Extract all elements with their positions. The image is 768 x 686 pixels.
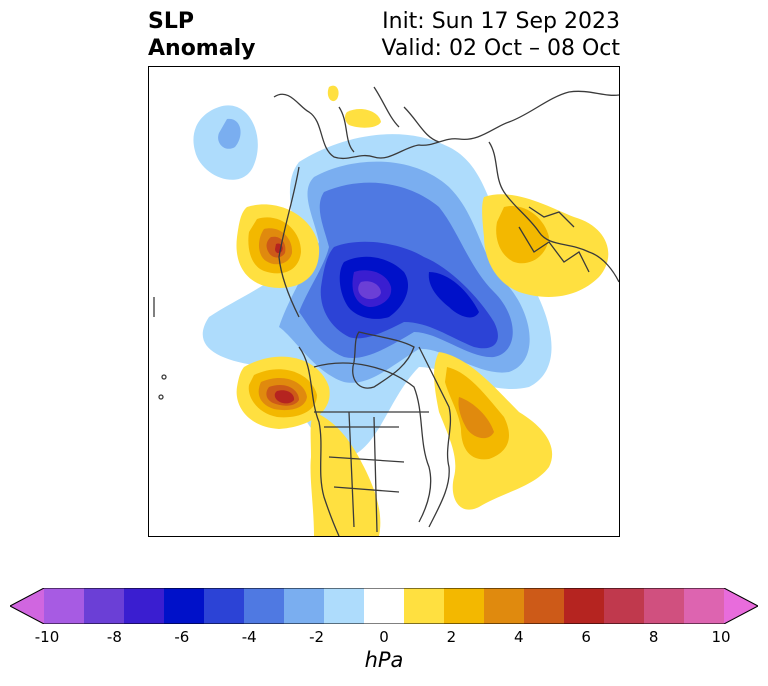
positive-anomaly-2hpa — [344, 108, 381, 128]
usa-state-borders — [324, 411, 405, 533]
title-line-2: Anomaly — [148, 36, 256, 61]
east-asia-coast — [278, 166, 300, 318]
negative-anomaly-6hpa — [428, 272, 479, 318]
colorbar-segment — [524, 588, 565, 624]
positive-anomaly-2hpa — [310, 412, 381, 536]
north-america-west-coast — [298, 346, 340, 536]
island — [158, 394, 164, 400]
island — [161, 374, 167, 380]
slp-anomaly-map — [149, 67, 619, 536]
north-america-interior — [313, 362, 432, 523]
colorbar-tick-label: 0 — [379, 628, 389, 646]
positive-anomaly-6hpa — [274, 390, 295, 404]
greenland-arctic-islands — [352, 331, 415, 389]
forecast-dates: Init: Sun 17 Sep 2023 Valid: 02 Oct – 08… — [382, 8, 620, 62]
colorbar-segment — [204, 588, 245, 624]
eurasia-north-coast — [273, 90, 619, 160]
colorbar-tick-label: 6 — [581, 628, 591, 646]
valid-date-range: Valid: 02 Oct – 08 Oct — [381, 36, 620, 61]
siberia-borders — [338, 86, 440, 153]
colorbar-segment — [124, 588, 165, 624]
colorbar-tick-label: 10 — [711, 628, 731, 646]
map-panel — [148, 66, 620, 537]
greenland-labrador-coast — [418, 346, 452, 528]
negative-anomaly-8hpa — [358, 281, 381, 300]
colorbar-tick-label: -8 — [106, 628, 122, 646]
colorbar-tick-label: 2 — [446, 628, 457, 646]
colorbar-tick-label: -2 — [309, 628, 325, 646]
colorbar-segment — [44, 588, 85, 624]
colorbar-segment — [484, 588, 525, 624]
colorbar-segment — [324, 588, 365, 624]
colorbar-extend-high — [724, 588, 758, 624]
colorbar-segment — [644, 588, 685, 624]
positive-anomaly-shading — [236, 85, 609, 536]
negative-anomaly-shading — [193, 105, 552, 457]
positive-anomaly-2hpa — [327, 85, 339, 102]
title-line-1: SLP — [148, 9, 194, 34]
init-date: Init: Sun 17 Sep 2023 — [382, 9, 620, 34]
negative-anomaly-2hpa — [218, 118, 241, 149]
colorbar-segment — [164, 588, 205, 624]
positive-anomaly-4hpa — [458, 397, 494, 439]
colorbar-segment — [684, 588, 725, 624]
colorbar-segment — [444, 588, 485, 624]
colorbar-segments — [44, 588, 725, 624]
colorbar-units-label: hPa — [364, 648, 404, 672]
colorbar-segment — [564, 588, 605, 624]
colorbar-segment — [404, 588, 445, 624]
colorbar-segment — [364, 588, 405, 624]
colorbar-tick-label: -4 — [241, 628, 257, 646]
colorbar-tick-label: 4 — [514, 628, 524, 646]
colorbar-tick-label: 8 — [648, 628, 659, 646]
colorbar — [10, 588, 758, 624]
colorbar-segment — [284, 588, 325, 624]
colorbar-extend-low — [10, 588, 44, 624]
colorbar-segment — [84, 588, 125, 624]
positive-anomaly-3hpa — [496, 206, 549, 264]
colorbar-tick-label: -10 — [34, 628, 60, 646]
colorbar-tick-label: -6 — [174, 628, 190, 646]
map-title: SLP Anomaly — [148, 8, 255, 62]
coastlines — [153, 86, 619, 536]
colorbar-segment — [604, 588, 645, 624]
colorbar-segment — [244, 588, 285, 624]
europe-coast — [488, 141, 619, 283]
europe-borders — [518, 206, 590, 273]
